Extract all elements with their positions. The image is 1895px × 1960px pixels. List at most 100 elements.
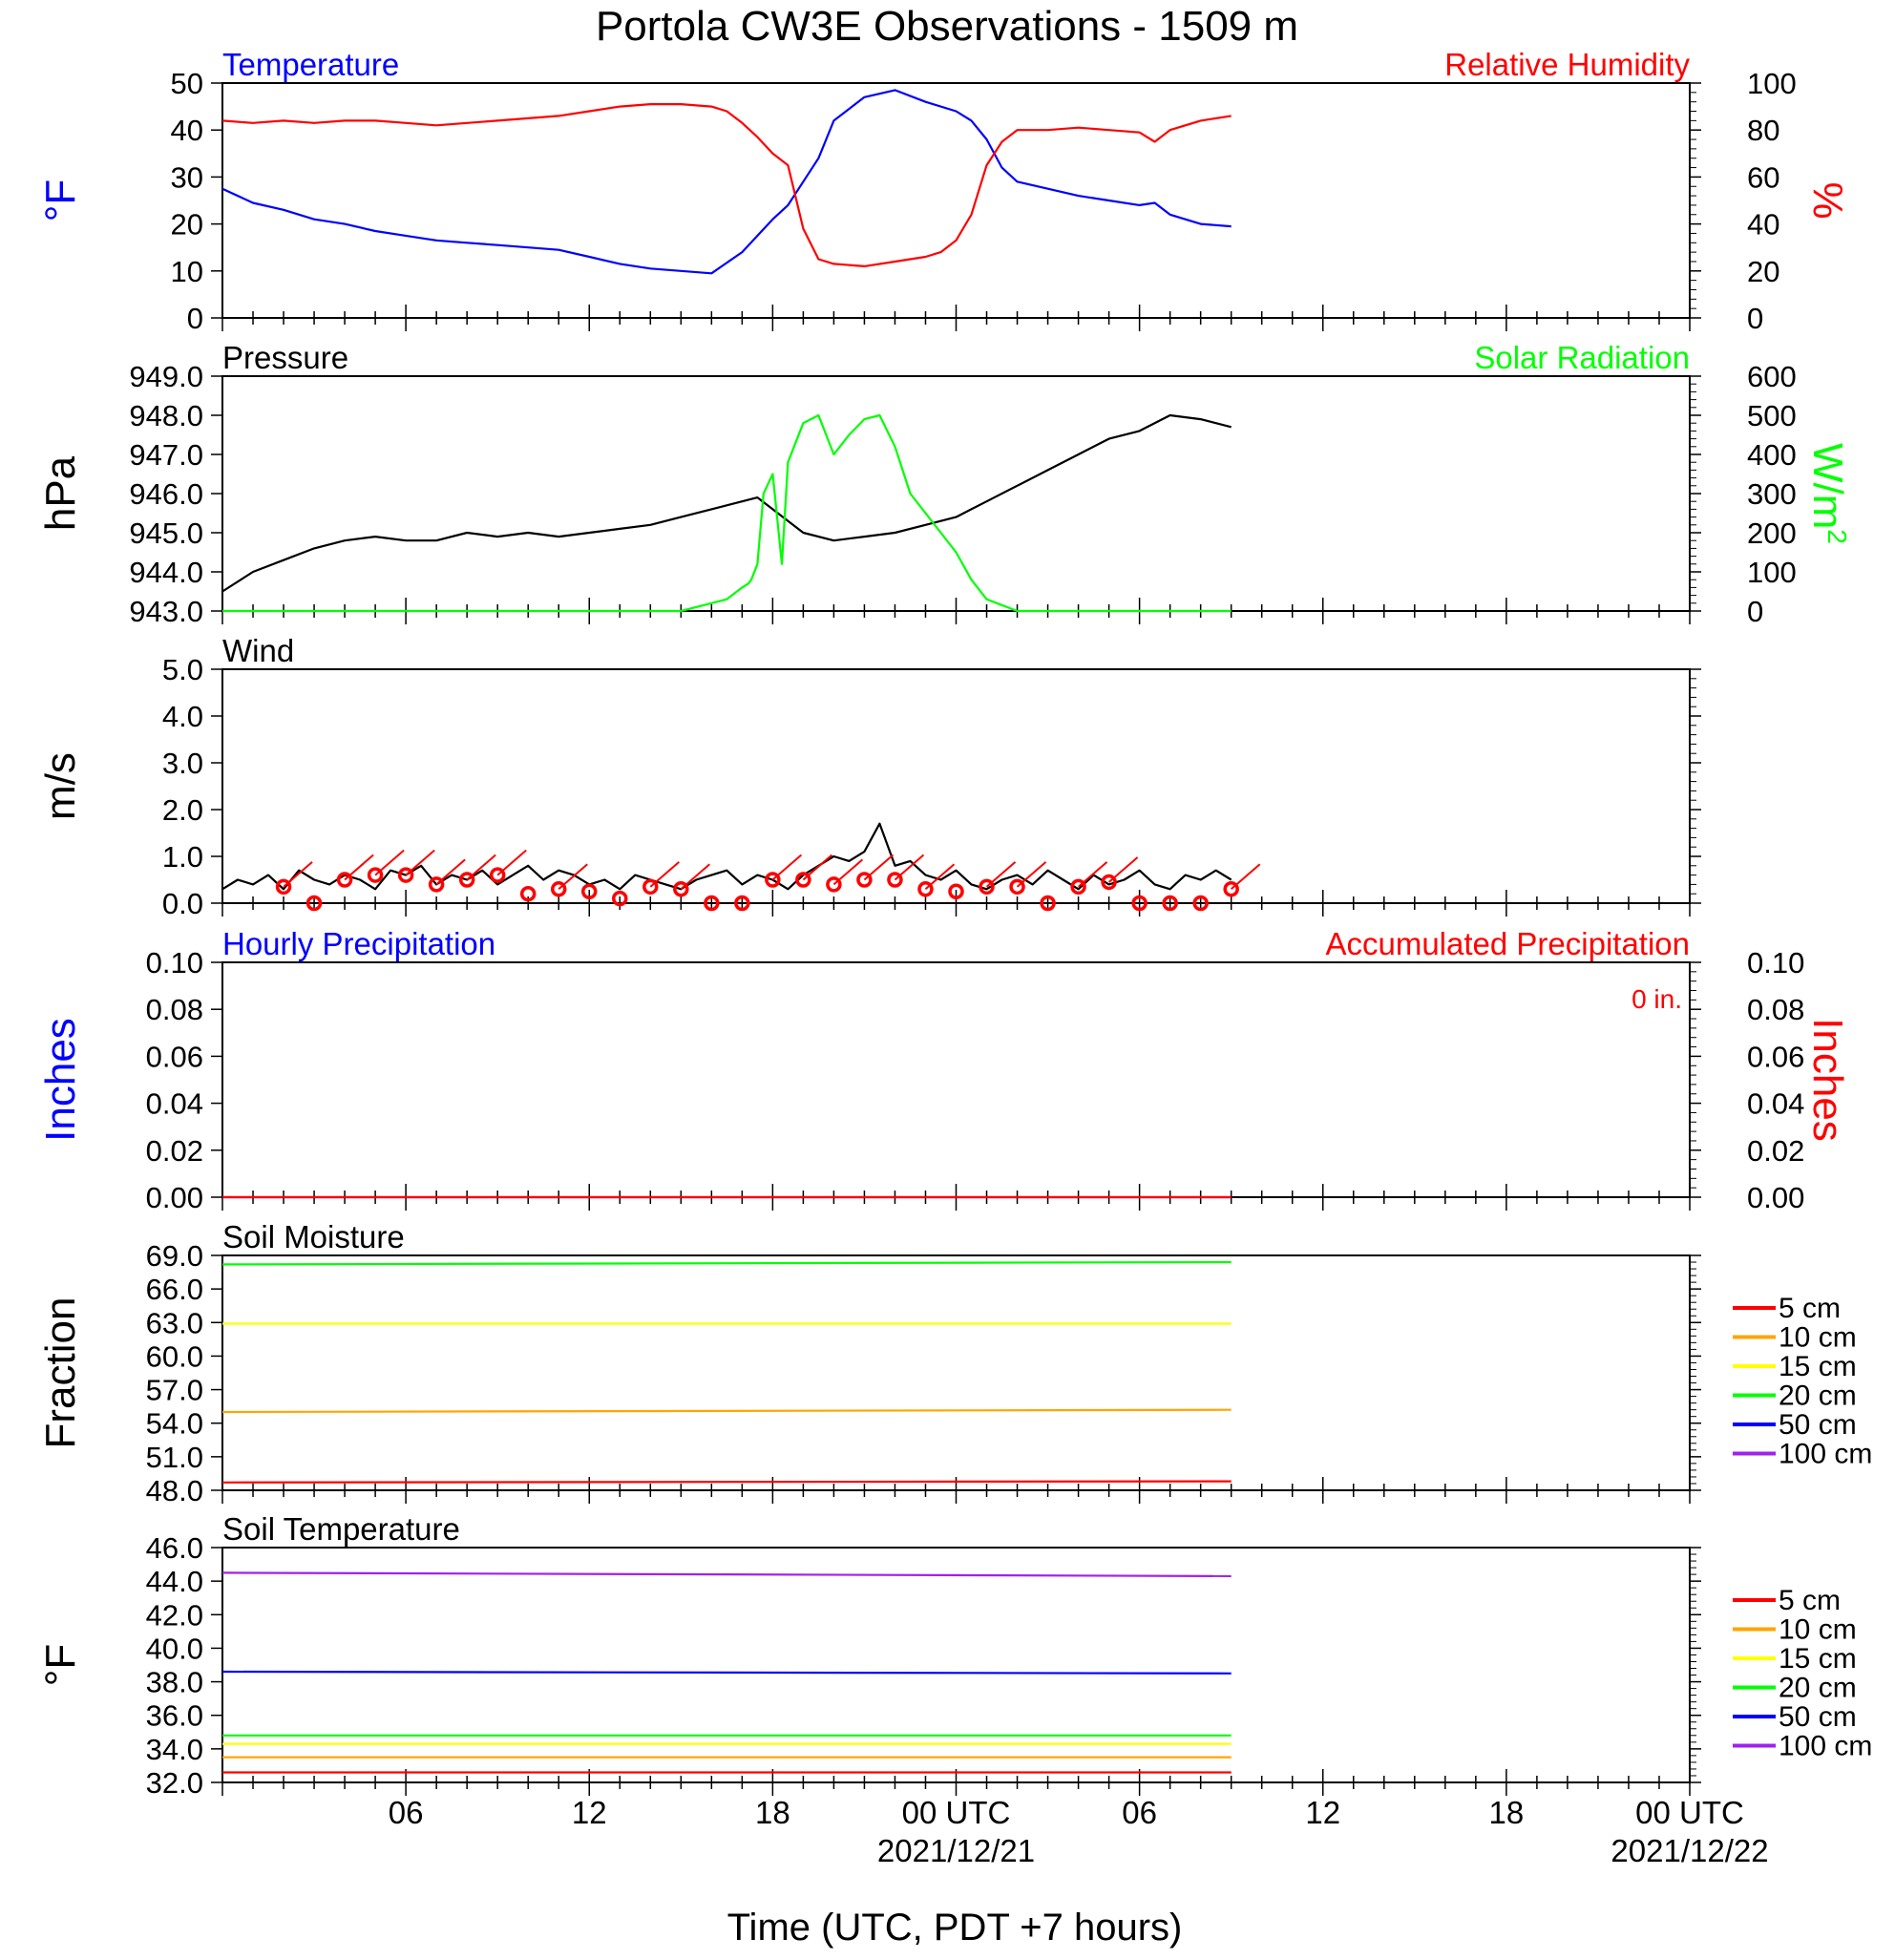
y-tick-label: 949.0 [129,360,203,393]
x-axis-label: Time (UTC, PDT +7 hours) [727,1907,1183,1949]
y-tick-label: 0.10 [146,946,203,980]
panel-title-right: Solar Radiation [1474,340,1690,375]
y-tick-label: 10 [171,255,203,288]
panel-precip: 0.00 0.02 0.04 0.06 0.08 0.10 0.00 0.02 0.04 0.06… [37,926,1851,1214]
x-tick-label: 12 [1305,1795,1340,1830]
y-tick-label: 46.0 [146,1531,203,1565]
y-tick-label: 1.0 [162,840,203,874]
y-tick-label: 40.0 [146,1632,203,1665]
y-tick-label: 0 [187,302,203,335]
panel-title-left: Hourly Precipitation [222,926,495,961]
y2-axis-label: % [1804,181,1851,219]
y-tick-label: 54.0 [146,1407,203,1441]
wind-barb-marker [673,881,689,897]
series-line [221,1408,1232,1414]
x-tick-label: 06 [1122,1795,1157,1830]
y-tick-label: 5.0 [162,653,203,686]
legend-label: 10 cm [1779,1322,1857,1354]
wind-calm-marker [1040,895,1056,912]
series-line [221,1260,1232,1266]
wind-calm-marker [1192,895,1209,912]
legend-label: 10 cm [1779,1614,1857,1646]
wind-barb-marker [275,878,292,896]
wind-calm-marker [519,885,537,902]
panel-title-left: Soil Moisture [222,1219,405,1254]
wind-barb-marker [856,872,873,888]
y-tick-label: 948.0 [129,399,203,432]
y-axis-label: m/s [37,752,84,820]
series-line [221,89,1232,275]
y-axis-label: Inches [37,1018,84,1142]
y-tick-label: 51.0 [146,1441,203,1474]
y-tick-label: 943.0 [129,595,203,628]
y-tick-label: 60.0 [146,1339,203,1373]
y2-tick-label: 200 [1747,516,1797,550]
y-tick-label: 40 [171,114,203,147]
y-tick-label: 63.0 [146,1306,203,1339]
wind-calm-marker [734,895,750,912]
y2-tick-label: 40 [1747,208,1779,242]
panel-title-left: Temperature [222,47,399,82]
y-tick-label: 0.06 [146,1040,203,1073]
wind-barb-marker [367,867,384,883]
x-tick-label: 06 [389,1795,424,1830]
legend-label: 5 cm [1779,1585,1841,1616]
y-axis-label: Fraction [37,1297,84,1449]
y-tick-label: 944.0 [129,556,203,589]
series-line [221,822,1232,891]
wind-calm-marker [305,895,323,912]
y-axis-label: hPa [37,455,84,531]
y2-tick-label: 0.02 [1747,1134,1804,1168]
y-tick-label: 42.0 [146,1598,203,1632]
panel-wind: 0.0 1.0 2.0 3.0 4.0 5.0 m/s Wind [37,633,1701,920]
wind-barb-marker [1101,874,1117,891]
y-tick-label: 30 [171,160,203,194]
x-date-label: 2021/12/21 [877,1833,1035,1868]
y2-tick-label: 100 [1747,67,1797,100]
y2-axis-label: Inches [1804,1018,1851,1142]
panel-frame [221,1547,1691,1783]
legend-label: 100 cm [1779,1731,1872,1762]
y-tick-label: 3.0 [162,747,203,780]
y-axis-label: °F [37,179,84,221]
x-date-label: 2021/12/22 [1611,1833,1768,1868]
y-tick-label: 48.0 [146,1474,203,1507]
panel-title-left: Pressure [222,340,348,375]
y2-tick-label: 0.04 [1747,1087,1804,1121]
panel-soil-temp: 32.034.036.038.040.042.044.046.0 °F Soil T… [37,1511,1872,1868]
y2-axis-label: W/m2 [1804,443,1853,544]
panel-frame [221,375,1691,612]
legend-label: 20 cm [1779,1673,1857,1704]
wind-barb-marker [550,881,567,897]
legend-label: 50 cm [1779,1701,1857,1733]
wind-barb-marker [428,876,445,893]
wind-barb-marker [1009,878,1025,896]
panel-frame [221,82,1691,319]
wind-barb-marker [489,867,506,883]
wind-barb-marker [336,872,353,888]
legend-label: 15 cm [1779,1351,1857,1382]
wind-barb-marker [458,872,475,888]
y-tick-label: 66.0 [146,1273,203,1306]
x-tick-label: 18 [755,1795,790,1830]
y2-tick-label: 300 [1747,477,1797,511]
x-tick-label: 00 UTC [1635,1795,1744,1830]
wind-barb-marker [795,872,811,888]
y-tick-label: 50 [171,67,203,100]
legend-label: 20 cm [1779,1380,1857,1412]
wind-barb-marker [826,876,842,893]
y2-tick-label: 100 [1747,556,1797,589]
wind-barb-marker [642,878,659,896]
y2-tick-label: 20 [1747,255,1779,288]
y2-tick-label: 80 [1747,114,1779,147]
y-tick-label: 945.0 [129,516,203,550]
panel-temp-rh: 0 10 20 30 40 50 0 20 40 60 80 100 °F % Temperature Rel… [37,47,1851,335]
y2-tick-label: 60 [1747,160,1779,194]
wind-calm-marker [612,890,628,907]
y-tick-label: 36.0 [146,1699,203,1733]
wind-barb-marker [887,872,903,888]
wind-calm-marker [581,883,598,899]
wind-barb-marker [397,867,414,883]
y2-tick-label: 0 [1747,302,1763,335]
